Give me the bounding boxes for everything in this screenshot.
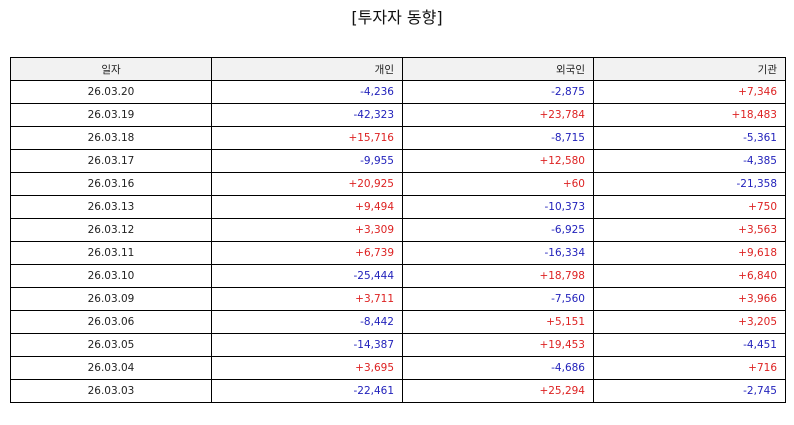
- cell-institution: -5,361: [593, 126, 786, 150]
- table-row: 26.03.13 +9,494 -10,373 +750: [10, 195, 786, 219]
- cell-foreign: +23,784: [402, 103, 594, 127]
- table-row: 26.03.11 +6,739 -16,334 +9,618: [10, 241, 786, 265]
- header-row: 일자 개인 외국인 기관: [10, 57, 786, 81]
- cell-institution: +3,966: [593, 287, 786, 311]
- cell-individual: +6,739: [211, 241, 403, 265]
- column-header-date: 일자: [10, 57, 212, 81]
- cell-foreign: +18,798: [402, 264, 594, 288]
- table-row: 26.03.17 -9,955 +12,580 -4,385: [10, 149, 786, 173]
- cell-institution: +750: [593, 195, 786, 219]
- cell-institution: -4,385: [593, 149, 786, 173]
- cell-foreign: +60: [402, 172, 594, 196]
- table-row: 26.03.12 +3,309 -6,925 +3,563: [10, 218, 786, 242]
- cell-institution: +6,840: [593, 264, 786, 288]
- cell-institution: +7,346: [593, 80, 786, 104]
- cell-institution: +9,618: [593, 241, 786, 265]
- cell-date: 26.03.19: [10, 103, 212, 127]
- cell-date: 26.03.16: [10, 172, 212, 196]
- cell-foreign: -6,925: [402, 218, 594, 242]
- table-row: 26.03.16 +20,925 +60 -21,358: [10, 172, 786, 196]
- cell-institution: +3,205: [593, 310, 786, 334]
- column-header-individual: 개인: [211, 57, 403, 81]
- cell-institution: -4,451: [593, 333, 786, 357]
- cell-date: 26.03.18: [10, 126, 212, 150]
- table-row: 26.03.04 +3,695 -4,686 +716: [10, 356, 786, 380]
- table-row: 26.03.03 -22,461 +25,294 -2,745: [10, 379, 786, 403]
- investor-trend-table: 일자 개인 외국인 기관 26.03.20 -4,236 -2,875 +7,346 2…: [10, 57, 786, 403]
- cell-institution: -2,745: [593, 379, 786, 403]
- cell-institution: +3,563: [593, 218, 786, 242]
- cell-date: 26.03.20: [10, 80, 212, 104]
- cell-date: 26.03.13: [10, 195, 212, 219]
- cell-foreign: -16,334: [402, 241, 594, 265]
- table-row: 26.03.05 -14,387 +19,453 -4,451: [10, 333, 786, 357]
- cell-institution: +716: [593, 356, 786, 380]
- cell-institution: +18,483: [593, 103, 786, 127]
- table-body: 26.03.20 -4,236 -2,875 +7,346 26.03.19 -42,32…: [10, 80, 786, 403]
- table-row: 26.03.06 -8,442 +5,151 +3,205: [10, 310, 786, 334]
- cell-individual: -9,955: [211, 149, 403, 173]
- cell-date: 26.03.05: [10, 333, 212, 357]
- cell-individual: -14,387: [211, 333, 403, 357]
- cell-individual: +9,494: [211, 195, 403, 219]
- cell-foreign: -8,715: [402, 126, 594, 150]
- cell-date: 26.03.10: [10, 264, 212, 288]
- cell-individual: -42,323: [211, 103, 403, 127]
- cell-date: 26.03.17: [10, 149, 212, 173]
- table-row: 26.03.10 -25,444 +18,798 +6,840: [10, 264, 786, 288]
- cell-foreign: -10,373: [402, 195, 594, 219]
- cell-individual: +3,695: [211, 356, 403, 380]
- cell-individual: +3,711: [211, 287, 403, 311]
- cell-date: 26.03.04: [10, 356, 212, 380]
- column-header-foreign: 외국인: [402, 57, 594, 81]
- cell-foreign: +25,294: [402, 379, 594, 403]
- column-header-institution: 기관: [593, 57, 786, 81]
- cell-foreign: -4,686: [402, 356, 594, 380]
- cell-date: 26.03.11: [10, 241, 212, 265]
- table-row: 26.03.18 +15,716 -8,715 -5,361: [10, 126, 786, 150]
- cell-individual: -25,444: [211, 264, 403, 288]
- cell-individual: -4,236: [211, 80, 403, 104]
- table-header: 일자 개인 외국인 기관: [10, 57, 786, 81]
- cell-date: 26.03.06: [10, 310, 212, 334]
- page-title: [투자자 동향]: [351, 8, 443, 27]
- cell-institution: -21,358: [593, 172, 786, 196]
- cell-date: 26.03.12: [10, 218, 212, 242]
- cell-foreign: -2,875: [402, 80, 594, 104]
- table-row: 26.03.20 -4,236 -2,875 +7,346: [10, 80, 786, 104]
- cell-date: 26.03.03: [10, 379, 212, 403]
- cell-foreign: +12,580: [402, 149, 594, 173]
- cell-foreign: +19,453: [402, 333, 594, 357]
- cell-individual: -22,461: [211, 379, 403, 403]
- cell-individual: +15,716: [211, 126, 403, 150]
- cell-foreign: +5,151: [402, 310, 594, 334]
- cell-individual: -8,442: [211, 310, 403, 334]
- cell-individual: +3,309: [211, 218, 403, 242]
- cell-individual: +20,925: [211, 172, 403, 196]
- table-row: 26.03.09 +3,711 -7,560 +3,966: [10, 287, 786, 311]
- cell-foreign: -7,560: [402, 287, 594, 311]
- table-row: 26.03.19 -42,323 +23,784 +18,483: [10, 103, 786, 127]
- cell-date: 26.03.09: [10, 287, 212, 311]
